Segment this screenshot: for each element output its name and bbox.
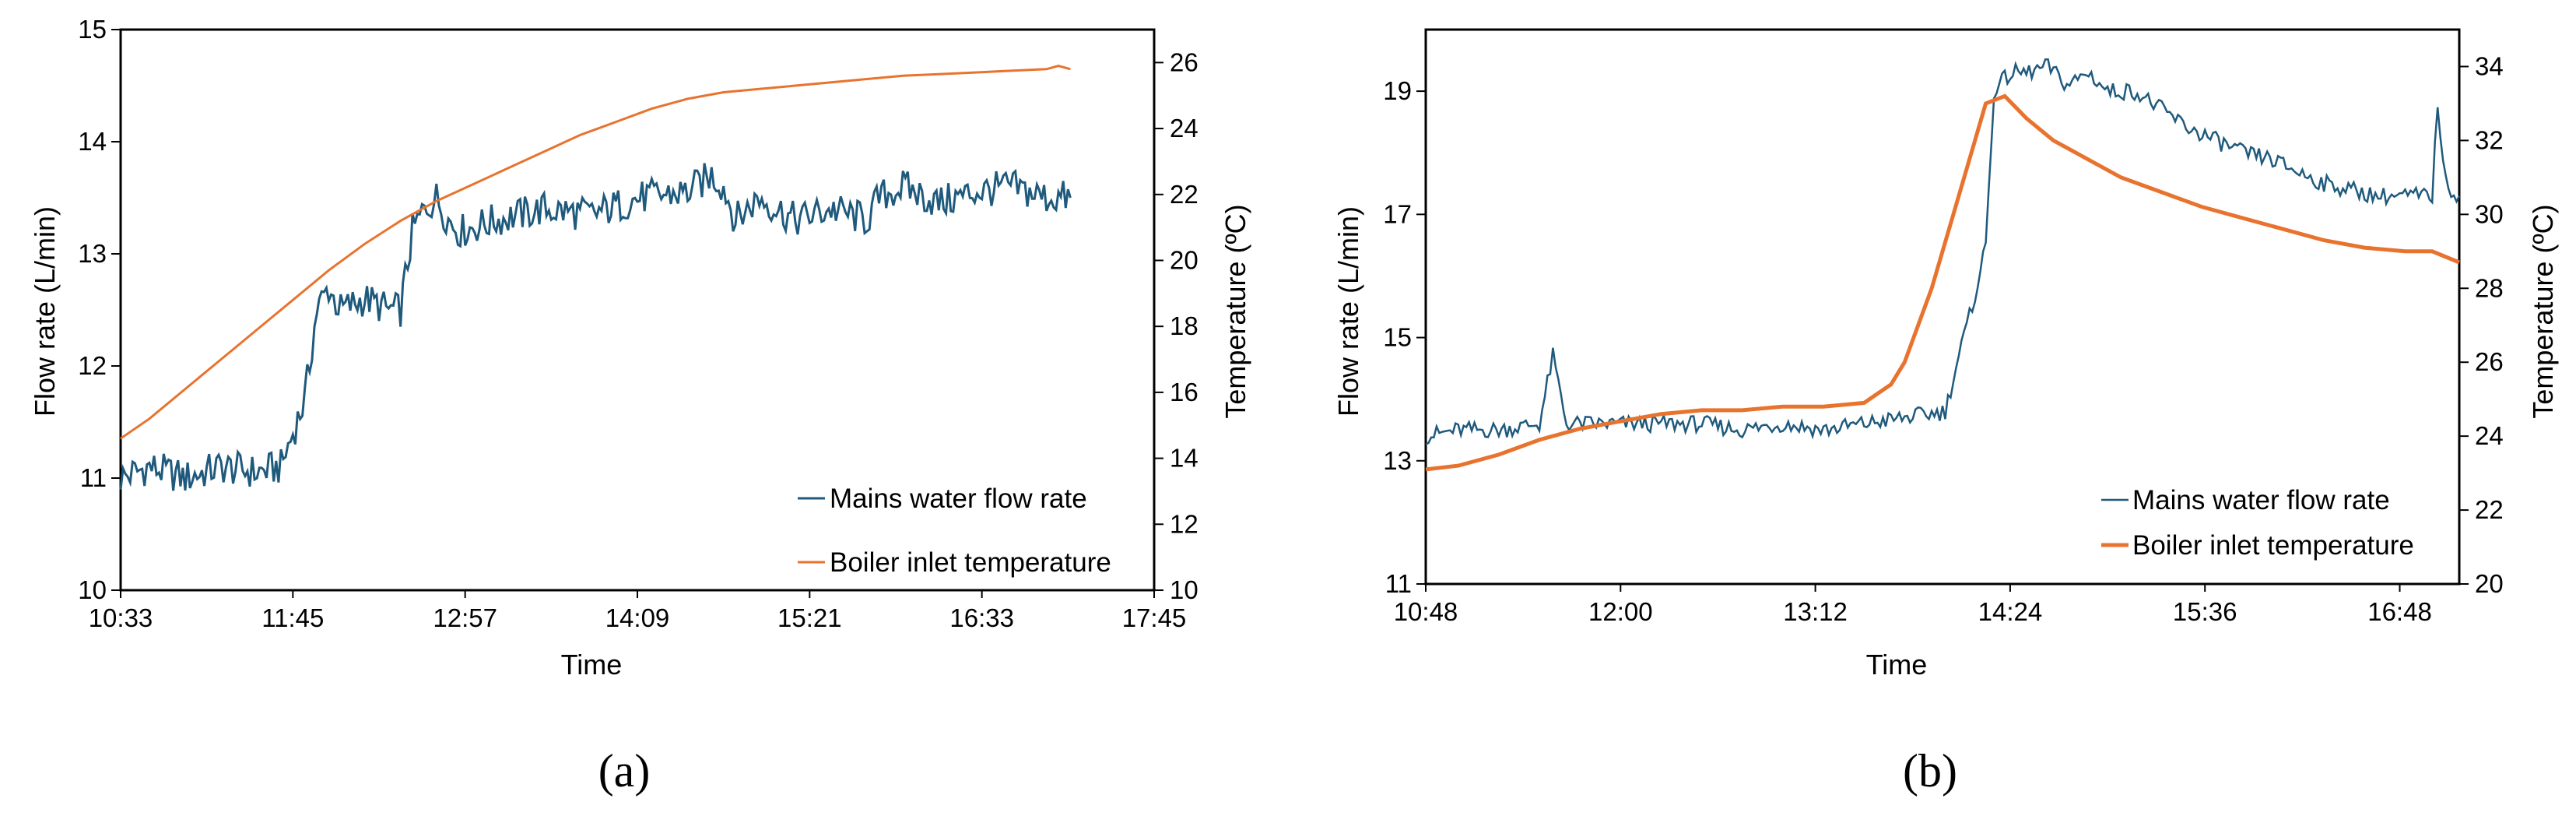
- left-tick-label: 11: [80, 463, 107, 492]
- panel-a-flow-rate-line: [119, 163, 1072, 491]
- panel-b-y2-axis-label: Temperature (ºC): [2527, 204, 2559, 418]
- x-tick-label: 15:36: [2173, 597, 2237, 626]
- panel-a-y2-axis-label: Temperature (ºC): [1220, 204, 1251, 418]
- x-tick-label: 16:48: [2367, 597, 2432, 626]
- left-tick-label: 13: [1383, 446, 1412, 475]
- right-tick-label: 32: [2475, 125, 2504, 154]
- left-tick-label: 15: [1383, 323, 1412, 352]
- right-tick-label: 24: [1170, 114, 1199, 142]
- panel-a-temperature-line: [120, 65, 1071, 440]
- panel-b-plot-frame: [1424, 28, 2461, 586]
- right-tick-label: 20: [2475, 569, 2504, 598]
- x-tick-label: 12:57: [433, 603, 497, 632]
- right-tick-label: 18: [1170, 311, 1199, 340]
- x-tick-label: 16:33: [949, 603, 1014, 632]
- panel-b-legend-flow-label: Mains water flow rate: [2132, 485, 2390, 515]
- right-tick-label: 16: [1170, 378, 1199, 406]
- right-tick-label: 34: [2475, 51, 2504, 80]
- panel-a-label: (a): [598, 745, 651, 797]
- left-tick-label: 17: [1383, 199, 1412, 228]
- panel-a-legend: Mains water flow rate Boiler inlet tempe…: [798, 484, 1111, 578]
- panel-b-left-axis-ticks: 11 13 15 17 19: [1383, 76, 1426, 598]
- right-tick-label: 30: [2475, 199, 2504, 228]
- right-tick-label: 12: [1170, 509, 1199, 538]
- panel-b-x-axis-ticks: 10:48 12:00 13:12 14:24 15:36 16:48: [1394, 584, 2432, 626]
- right-tick-label: 26: [1170, 47, 1199, 76]
- x-tick-label: 14:09: [605, 603, 670, 632]
- right-tick-label: 26: [2475, 347, 2504, 376]
- panel-a-x-axis-label: Time: [561, 649, 623, 681]
- x-tick-label: 15:21: [777, 603, 842, 632]
- x-tick-label: 10:48: [1394, 597, 1458, 626]
- panel-b-temperature-line: [1425, 93, 2460, 472]
- panel-a-left-axis-ticks: 10 11 12 13 14 15: [78, 15, 121, 604]
- panel-a-legend-temp-label: Boiler inlet temperature: [830, 547, 1111, 578]
- x-tick-label: 13:12: [1783, 597, 1848, 626]
- panel-a-legend-flow-label: Mains water flow rate: [830, 484, 1087, 514]
- left-tick-label: 12: [78, 351, 107, 380]
- right-tick-label: 14: [1170, 444, 1199, 473]
- x-tick-label: 14:24: [1978, 597, 2043, 626]
- panel-b-flow-rate-line: [1425, 58, 2461, 445]
- right-tick-label: 24: [2475, 421, 2504, 450]
- left-tick-label: 11: [1385, 569, 1412, 598]
- right-tick-label: 10: [1170, 575, 1199, 604]
- x-tick-label: 10:33: [89, 603, 153, 632]
- left-tick-label: 10: [78, 575, 107, 604]
- right-tick-label: 22: [2475, 495, 2504, 524]
- panel-a-x-axis-ticks: 10:33 11:45 12:57 14:09 15:21 16:33 17:45: [89, 590, 1187, 632]
- left-tick-label: 15: [78, 15, 107, 44]
- panel-b-x-axis-label: Time: [1866, 649, 1928, 681]
- x-tick-label: 17:45: [1122, 603, 1187, 632]
- panel-b-right-axis-ticks: 20 22 24 26 28 30 32 34: [2459, 51, 2504, 598]
- panel-b-legend-temp-label: Boiler inlet temperature: [2132, 530, 2414, 561]
- panel-a-y-axis-label: Flow rate (L/min): [29, 206, 61, 417]
- right-tick-label: 20: [1170, 245, 1199, 274]
- right-tick-label: 28: [2475, 273, 2504, 302]
- panel-b-legend: Mains water flow rate Boiler inlet tempe…: [2101, 485, 2414, 561]
- panel-a-right-axis-ticks: 10 12 14 16 18 20 22 24 26: [1154, 47, 1199, 604]
- x-tick-label: 12:00: [1588, 597, 1653, 626]
- x-tick-label: 11:45: [261, 603, 324, 632]
- left-tick-label: 19: [1383, 76, 1412, 105]
- panel-a: 10 11 12 13 14 15 10 12 14 16 18 20 22 24 26 10:33 11:…: [29, 15, 1251, 797]
- panel-b: 11 13 15 17 19 20 22 24 26 28 30 32 34 10:48 12:00 13…: [1332, 28, 2559, 797]
- left-tick-label: 13: [78, 239, 107, 268]
- panel-b-label: (b): [1903, 745, 1957, 797]
- panel-b-y-axis-label: Flow rate (L/min): [1332, 206, 1364, 417]
- left-tick-label: 14: [78, 127, 107, 156]
- right-tick-label: 22: [1170, 180, 1199, 209]
